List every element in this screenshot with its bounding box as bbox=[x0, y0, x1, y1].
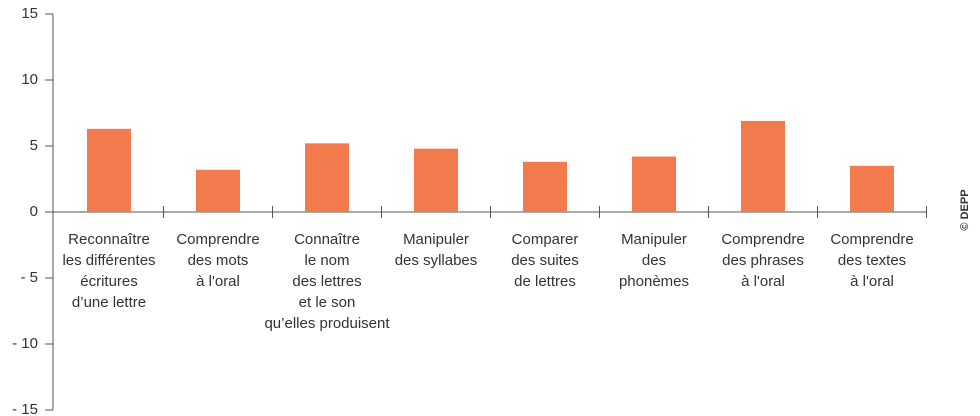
x-tick-label: Comparer des suites de lettres bbox=[511, 231, 579, 290]
x-tick-label-line: Manipuler bbox=[621, 231, 687, 248]
bar bbox=[87, 128, 131, 212]
x-tick-label-line: Reconnaître bbox=[68, 231, 150, 248]
bar bbox=[741, 120, 785, 212]
x-tick-label-line: qu’elles produisent bbox=[264, 315, 390, 332]
y-tick-label: 15 bbox=[21, 5, 38, 22]
x-tick-label-line: Connaître bbox=[294, 231, 360, 248]
x-tick-label-line: des lettres bbox=[292, 273, 361, 290]
x-tick-label-line: à l'oral bbox=[196, 273, 240, 290]
x-tick-label-line: des syllabes bbox=[395, 252, 478, 269]
x-tick-label-line: des mots bbox=[188, 252, 249, 269]
y-tick-label: 5 bbox=[30, 137, 38, 154]
x-tick-label-line: le nom bbox=[304, 252, 349, 269]
x-tick-label-line: de lettres bbox=[514, 273, 576, 290]
bar bbox=[850, 165, 894, 212]
x-tick-label-line: des textes bbox=[838, 252, 906, 269]
bar bbox=[196, 169, 240, 212]
x-tick-label-line: Comprendre bbox=[176, 231, 259, 248]
x-tick-label-line: et le son bbox=[299, 294, 356, 311]
y-tick-label: - 15 bbox=[12, 401, 38, 416]
x-tick-label-line: des bbox=[642, 252, 666, 269]
x-tick-label-line: Manipuler bbox=[403, 231, 469, 248]
x-tick-label-line: à l'oral bbox=[741, 273, 785, 290]
x-tick-label-line: Comparer bbox=[512, 231, 579, 248]
x-tick-label-line: des phrases bbox=[722, 252, 804, 269]
y-tick-label: 0 bbox=[30, 203, 38, 220]
x-tick-label-line: des suites bbox=[511, 252, 579, 269]
x-tick-label: Comprendre des phrases à l'oral bbox=[721, 231, 804, 290]
bar bbox=[305, 143, 349, 212]
bar bbox=[632, 156, 676, 212]
x-tick-label-line: les différentes bbox=[62, 252, 155, 269]
source: © DEPP bbox=[959, 189, 971, 230]
y-tick-label: - 10 bbox=[12, 335, 38, 352]
bar bbox=[523, 161, 567, 212]
x-tick-label-line: phonèmes bbox=[619, 273, 689, 290]
x-tick-label-line: d’une lettre bbox=[72, 294, 146, 311]
x-tick-label-line: à l'oral bbox=[850, 273, 894, 290]
x-tick-label-line: Comprendre bbox=[721, 231, 804, 248]
x-tick-label-line: Comprendre bbox=[830, 231, 913, 248]
x-tick-label: Manipuler des syllabes bbox=[395, 231, 478, 269]
x-tick-label: Comprendre des mots à l'oral bbox=[176, 231, 259, 290]
x-tick-label: Manipuler des phonèmes bbox=[619, 231, 689, 290]
x-tick-label: Connaître le nom des lettres et le son qu’el… bbox=[264, 231, 390, 332]
x-tick-label: Reconnaître les différentes écritures d’une… bbox=[62, 231, 155, 311]
y-tick-label: - 5 bbox=[20, 269, 38, 286]
x-tick-label: Comprendre des textes à l'oral bbox=[830, 231, 913, 290]
bar bbox=[414, 148, 458, 212]
x-tick-label-line: écritures bbox=[80, 273, 138, 290]
y-tick-label: 10 bbox=[21, 71, 38, 88]
